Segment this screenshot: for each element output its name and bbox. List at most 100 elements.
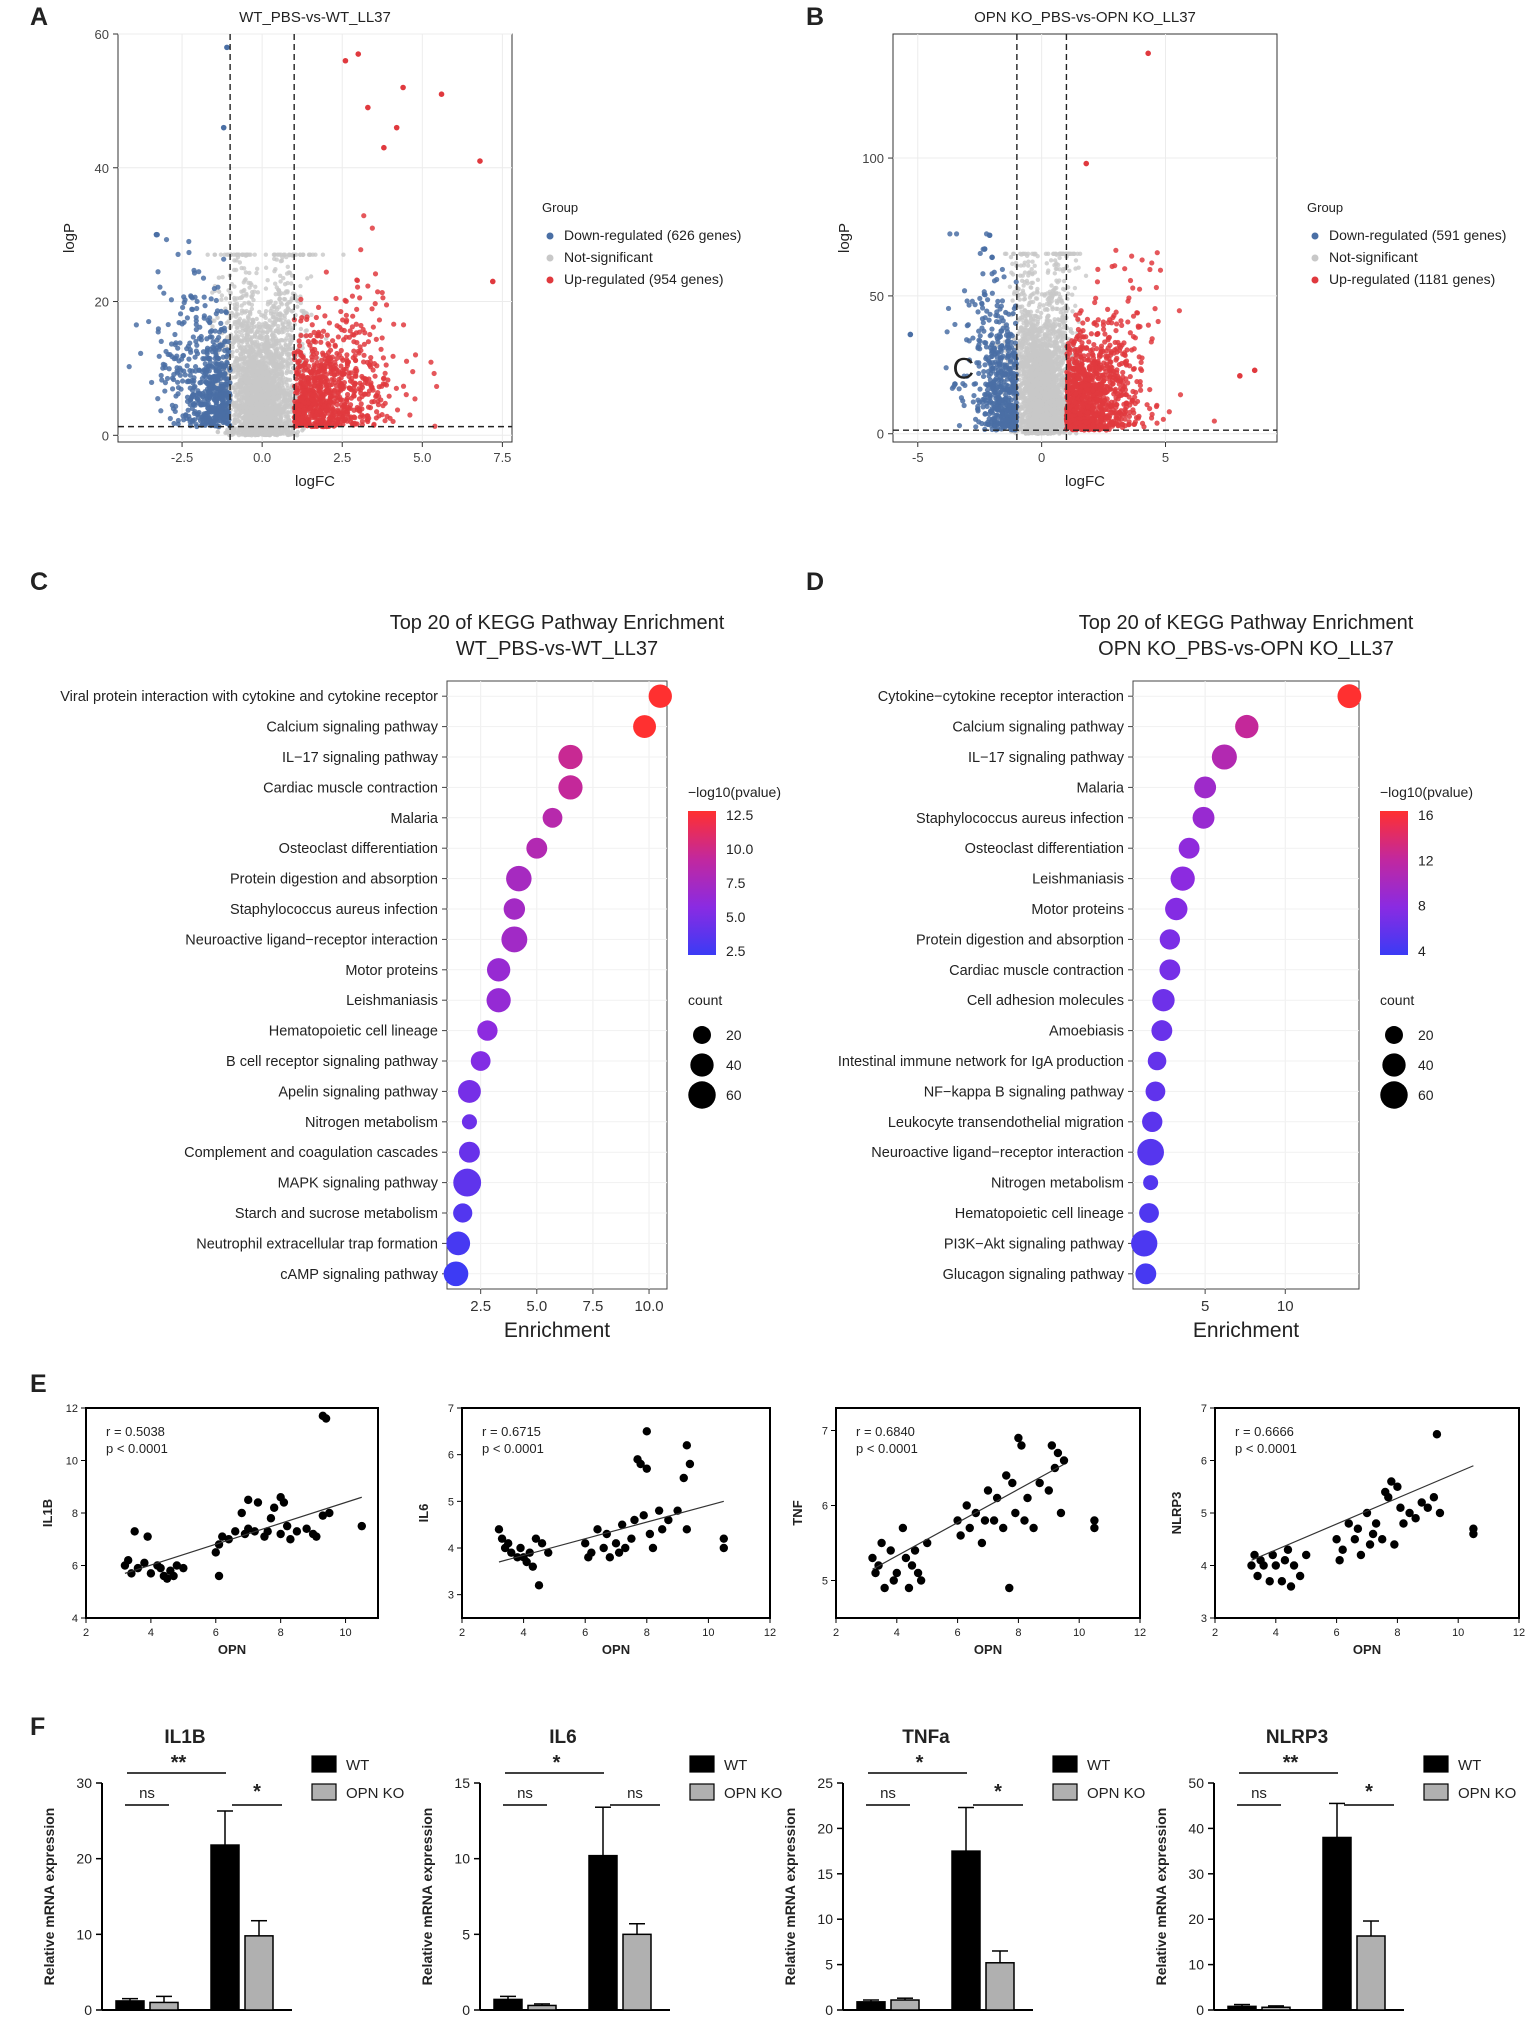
point-not-significant <box>244 333 250 338</box>
point-up-regulated <box>352 353 358 359</box>
point-down-regulated <box>188 294 194 300</box>
point-up-regulated <box>354 277 361 284</box>
point-down-regulated <box>187 367 193 374</box>
point-down-regulated <box>199 375 205 382</box>
point-down-regulated <box>204 345 211 351</box>
point-down-regulated <box>168 297 175 303</box>
point-up-regulated <box>305 380 311 387</box>
point-not-significant <box>248 329 253 334</box>
point-down-regulated <box>218 320 224 327</box>
point-down-regulated <box>212 328 218 334</box>
point-not-significant <box>205 252 210 257</box>
point-up-regulated <box>412 352 419 358</box>
point-not-significant <box>276 312 281 317</box>
point-not-significant <box>276 381 282 386</box>
point-not-significant <box>246 352 251 358</box>
point-not-significant <box>279 364 284 370</box>
point-not-significant <box>289 273 295 278</box>
point-not-significant <box>274 364 279 370</box>
point-not-significant <box>210 324 215 329</box>
point-up-regulated <box>403 358 410 364</box>
point-not-significant <box>278 337 284 343</box>
point-not-significant <box>271 340 276 345</box>
point-not-significant <box>285 280 290 286</box>
point-not-significant <box>239 365 245 370</box>
point-not-significant <box>1022 270 1028 275</box>
point-up-regulated <box>364 359 371 365</box>
point-up-regulated <box>350 313 356 319</box>
point-not-significant <box>273 305 278 310</box>
point-not-significant <box>234 337 240 343</box>
point-not-significant <box>224 430 229 435</box>
point-down-regulated <box>196 409 202 416</box>
point-not-significant <box>278 279 283 284</box>
point-up-regulated <box>359 373 365 380</box>
point-not-significant <box>244 291 249 297</box>
point-not-significant <box>233 359 238 365</box>
point-not-significant <box>270 320 275 325</box>
point-up-regulated <box>337 410 343 417</box>
point-not-significant <box>254 388 259 393</box>
point-up-regulated <box>368 382 374 388</box>
point-not-significant <box>277 296 282 302</box>
point-up-regulated <box>343 298 349 304</box>
point-not-significant <box>1061 278 1067 284</box>
point-not-significant <box>272 432 278 437</box>
point-down-regulated <box>201 315 207 321</box>
point-not-significant <box>285 410 290 415</box>
point-not-significant <box>282 297 288 302</box>
point-not-significant <box>272 281 278 286</box>
point-up-regulated <box>361 341 367 347</box>
point-down-regulated <box>158 408 164 414</box>
point-not-significant <box>266 395 272 400</box>
point-up-regulated <box>298 397 305 403</box>
point-down-regulated <box>162 388 168 394</box>
point-up-regulated <box>376 317 383 323</box>
point-up-regulated <box>338 308 344 315</box>
point-down-regulated <box>176 358 182 364</box>
point-not-significant <box>285 429 290 435</box>
point-up-regulated <box>316 363 322 369</box>
point-not-significant <box>249 402 254 407</box>
point-up-regulated <box>309 322 315 328</box>
point-not-significant <box>283 403 289 408</box>
point-not-significant <box>267 367 273 373</box>
point-not-significant <box>245 421 250 426</box>
point-not-significant <box>227 300 233 306</box>
point-not-significant <box>246 370 252 376</box>
point-not-significant <box>234 307 239 313</box>
point-not-significant <box>287 357 293 362</box>
point-down-regulated <box>190 393 196 399</box>
point-down-regulated <box>204 336 210 342</box>
point-up-regulated <box>320 368 326 374</box>
point-down-regulated <box>181 319 187 325</box>
point-up-regulated <box>346 373 352 380</box>
point-down-regulated <box>184 315 191 321</box>
point-down-regulated <box>223 381 229 387</box>
point-up-regulated <box>386 393 392 399</box>
legend-label: Not-significant <box>564 249 653 265</box>
point-up-regulated <box>313 314 319 321</box>
point-not-significant <box>288 281 294 286</box>
point-down-regulated <box>170 376 177 383</box>
point-up-regulated <box>345 404 351 410</box>
point-not-significant <box>251 324 257 330</box>
point-up-regulated <box>382 400 388 406</box>
point-up-regulated <box>400 322 407 328</box>
point-not-significant <box>258 392 263 398</box>
point-not-significant <box>243 379 249 385</box>
point-down-regulated <box>218 342 224 348</box>
point-not-significant <box>265 430 270 436</box>
y-tick-label: 100 <box>862 151 884 166</box>
point-not-significant <box>283 342 288 347</box>
point-not-significant <box>270 332 275 337</box>
point-up-regulated <box>307 405 313 411</box>
point-down-regulated <box>160 365 166 371</box>
point-up-regulated <box>302 360 308 366</box>
point-not-significant <box>237 320 242 325</box>
point-up-regulated <box>348 386 354 393</box>
point-down-regulated <box>220 354 226 360</box>
point-down-regulated <box>182 372 188 378</box>
point-up-regulated <box>308 369 314 376</box>
point-not-significant <box>233 333 239 339</box>
